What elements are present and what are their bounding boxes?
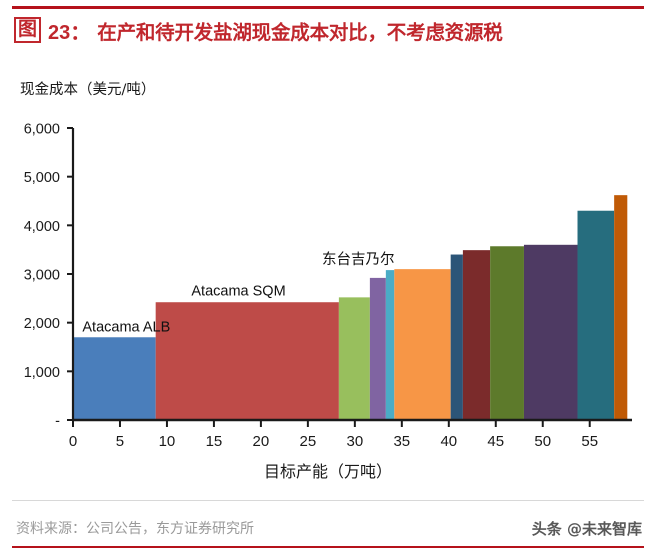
y-tick-label: - xyxy=(55,414,60,430)
bar-2 xyxy=(338,297,370,420)
x-tick-label: 40 xyxy=(440,433,457,450)
bar-0 xyxy=(73,337,156,420)
x-tick-label: 50 xyxy=(534,433,551,450)
y-tick-label: 5,000 xyxy=(24,170,60,186)
x-tick-label: 35 xyxy=(393,433,410,450)
source-note: 资料来源：公司公告，东方证券研究所 xyxy=(16,521,254,537)
y-tick-label: 2,000 xyxy=(24,316,60,332)
y-axis-title: 现金成本（美元/吨） xyxy=(20,82,156,98)
watermark: 头条 @未来智库 xyxy=(531,520,642,538)
x-tick-label: 10 xyxy=(159,433,176,450)
bar-9 xyxy=(523,244,578,420)
bar-3 xyxy=(369,277,386,420)
figure-box-label: 图 xyxy=(14,17,42,43)
x-tick-labels: 0 5 10 15 20 25 30 35 40 45 50 55 xyxy=(69,433,598,450)
x-tick-label: 25 xyxy=(300,433,317,450)
y-tick-labels: - 1,000 2,000 3,000 4,000 5,000 6,000 xyxy=(24,122,60,430)
y-tick-label: 6,000 xyxy=(24,122,60,138)
x-axis-title: 目标产能（万吨） xyxy=(263,462,392,481)
annotations-layer: Atacama ALB Atacama SQM 东台吉乃尔 xyxy=(82,251,394,336)
y-tick-label: 3,000 xyxy=(24,268,60,284)
x-tick-label: 15 xyxy=(206,433,223,450)
x-tick-label: 20 xyxy=(253,433,270,450)
x-tick-label: 45 xyxy=(487,433,504,450)
bar-10 xyxy=(577,210,615,420)
x-tick-label: 55 xyxy=(581,433,598,450)
x-tick-label: 0 xyxy=(69,433,77,450)
top-divider xyxy=(12,6,644,9)
y-tick-label: 4,000 xyxy=(24,219,60,235)
bar-7 xyxy=(462,250,491,420)
x-tick-label: 5 xyxy=(116,433,124,450)
bar-annotation-2: 东台吉乃尔 xyxy=(322,251,395,268)
bar-8 xyxy=(490,246,524,420)
figure-title-row: 图 23： 在产和待开发盐湖现金成本对比，不考虑资源税 xyxy=(14,14,503,46)
bar-6 xyxy=(450,254,463,420)
figure-number: 23： xyxy=(48,21,91,44)
bar-annotation-0: Atacama ALB xyxy=(82,319,170,335)
bar-annotation-1: Atacama SQM xyxy=(191,283,285,299)
bar-11 xyxy=(614,195,628,420)
footer-divider-bottom xyxy=(12,546,644,548)
bars-layer xyxy=(73,195,628,420)
y-tick-label: 1,000 xyxy=(24,365,60,381)
bar-5 xyxy=(394,269,451,420)
footer-divider-top xyxy=(12,500,644,501)
x-tick-label: 30 xyxy=(347,433,364,450)
bar-chart-svg: Atacama ALB Atacama SQM 东台吉乃尔 - 1,000 2,000 3… xyxy=(24,122,632,450)
bar-4 xyxy=(385,270,395,420)
axis-layer xyxy=(67,127,632,427)
page-title: 在产和待开发盐湖现金成本对比，不考虑资源税 xyxy=(97,20,503,44)
bar-1 xyxy=(155,302,339,420)
